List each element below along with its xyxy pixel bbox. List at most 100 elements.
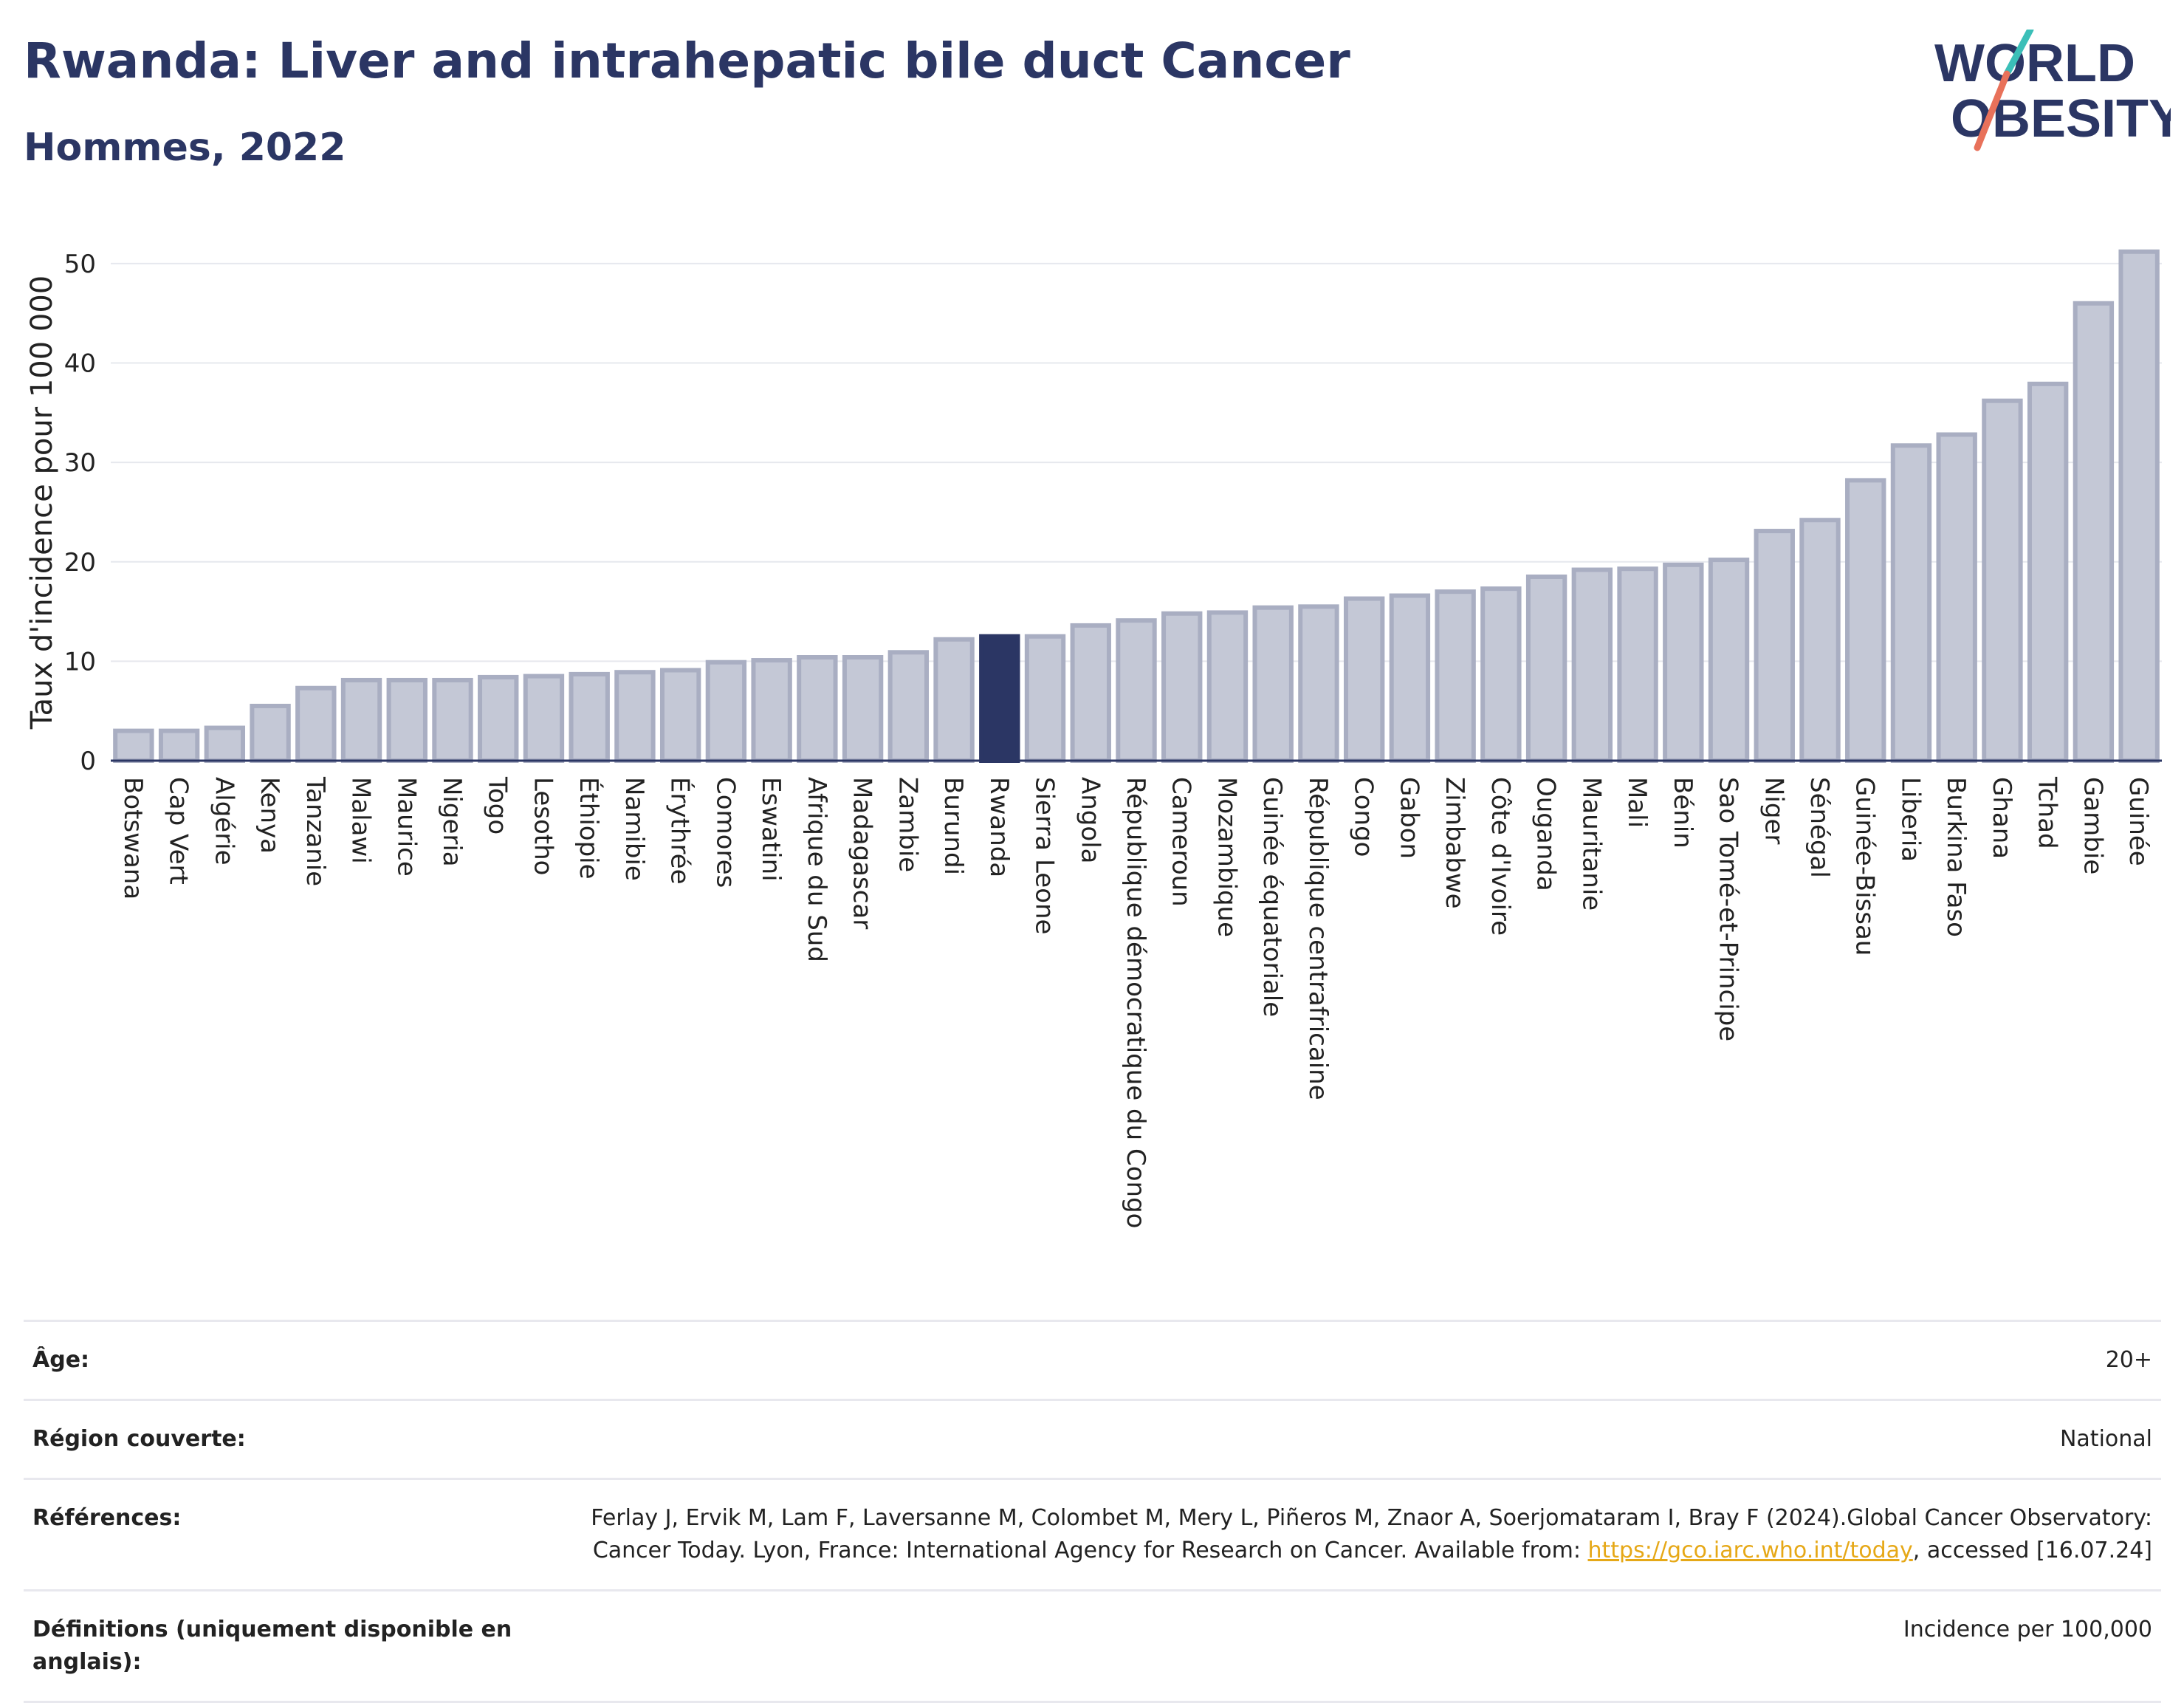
y-tick-label: 10 — [64, 647, 96, 676]
x-tick-label: Afrique du Sud — [802, 777, 831, 962]
chart-title: Rwanda: Liver and intrahepatic bile duct… — [24, 32, 1350, 89]
x-tick-label: Lesotho — [528, 777, 557, 875]
bar — [1206, 610, 1249, 764]
bar — [569, 671, 610, 764]
region-value: National — [2059, 1426, 2152, 1452]
bar — [340, 677, 382, 764]
x-tick-label: Niger — [1759, 777, 1788, 844]
x-tick-label: Cameroun — [1167, 777, 1196, 907]
x-tick-label: Mali — [1622, 777, 1652, 828]
bar — [478, 674, 519, 764]
x-tick-label: Zimbabwe — [1440, 777, 1469, 909]
definitions-label: Définitions (uniquement disponible en an… — [32, 1617, 512, 1675]
world-obesity-logo: WORLD OBESITY — [1934, 30, 2171, 151]
bar — [1845, 478, 1886, 763]
bar — [1708, 558, 1750, 763]
x-tick-label: Tanzanie — [301, 776, 330, 886]
x-tick-label: Ouganda — [1531, 777, 1561, 891]
logo-slash-teal — [2003, 30, 2034, 78]
x-tick-label: Madagascar — [848, 777, 877, 929]
x-tick-label: Guinée équatoriale — [1257, 777, 1287, 1017]
x-tick-label: Sao Tomé-et-Principe — [1714, 777, 1743, 1041]
logo-word-1: WORLD — [1934, 34, 2135, 93]
x-tick-label: Mauritanie — [1576, 777, 1606, 911]
references-accessed: , accessed [16.07.24] — [1912, 1538, 2152, 1563]
bar — [113, 728, 154, 763]
bar — [1936, 432, 1977, 763]
y-tick-label: 0 — [80, 747, 96, 776]
info-table: Âge: 20+ Région couverte: National Référ… — [24, 1320, 2161, 1703]
y-tick-label: 50 — [64, 250, 96, 279]
references-label: Références: — [32, 1505, 182, 1531]
x-tick-label: République démocratique du Congo — [1121, 777, 1150, 1228]
bar — [204, 725, 246, 763]
bar — [1890, 443, 1932, 763]
x-tick-label: Botswana — [118, 777, 148, 900]
bar — [523, 674, 565, 763]
bar — [2118, 249, 2160, 764]
references-text: Ferlay J, Ervik M, Lam F, Laversanne M, … — [591, 1505, 2152, 1563]
y-tick-label: 20 — [64, 548, 96, 578]
age-value: 20+ — [2105, 1347, 2152, 1373]
x-tick-label: Angola — [1075, 777, 1105, 863]
logo-slash-coral — [1974, 70, 2010, 151]
x-tick-label: Algérie — [209, 777, 238, 866]
references-link[interactable]: https://gco.iarc.who.int/today — [1587, 1538, 1913, 1563]
bar — [797, 655, 838, 763]
bar — [1571, 567, 1613, 763]
age-label: Âge: — [32, 1347, 90, 1373]
bar — [1480, 586, 1522, 763]
bar — [2073, 301, 2115, 763]
age-row: Âge: 20+ — [24, 1320, 2161, 1399]
x-tick-label: Maurice — [391, 777, 421, 877]
bar — [887, 650, 930, 763]
y-tick-label: 40 — [64, 349, 96, 379]
region-row: Région couverte: National — [24, 1399, 2161, 1478]
x-tick-label: Sénégal — [1804, 777, 1834, 878]
bar — [250, 703, 291, 764]
x-tick-label: Guinée — [2123, 777, 2153, 866]
x-tick-label: Liberia — [1895, 777, 1925, 862]
x-tick-label: Namibie — [619, 777, 649, 881]
references-value: Ferlay J, Ervik M, Lam F, Laversanne M, … — [565, 1502, 2152, 1567]
region-label: Région couverte: — [32, 1426, 246, 1452]
bar — [295, 685, 337, 764]
definitions-value: Incidence per 100,000 — [1903, 1617, 2152, 1642]
bar — [432, 677, 473, 764]
bar — [1070, 623, 1111, 764]
bar — [1617, 566, 1658, 763]
x-tick-label: Rwanda — [984, 777, 1014, 877]
x-tick-label: République centrafricaine — [1303, 777, 1333, 1100]
bar — [659, 668, 701, 763]
references-row: Références: Ferlay J, Ervik M, Lam F, La… — [24, 1478, 2161, 1589]
x-tick-label: Congo — [1349, 777, 1378, 857]
x-tick-label: Kenya — [255, 777, 284, 854]
x-tick-label: Gabon — [1394, 777, 1424, 859]
x-tick-label: Côte d'Ivoire — [1486, 777, 1515, 936]
x-tick-label: Gambie — [2078, 777, 2107, 874]
bar — [705, 659, 747, 763]
bar — [979, 634, 1020, 763]
bar — [158, 728, 200, 763]
bar — [2027, 381, 2069, 763]
bar — [1343, 596, 1385, 763]
bar — [1525, 574, 1567, 764]
bar — [933, 637, 975, 763]
chart-subtitle: Hommes, 2022 — [24, 126, 346, 170]
x-tick-label: Éthiopie — [574, 777, 604, 880]
y-axis-label: Taux d'incidence pour 100 000 — [25, 275, 59, 730]
x-tick-label: Togo — [483, 776, 512, 835]
bar — [1389, 593, 1431, 763]
bar — [842, 655, 884, 763]
x-tick-label: Malawi — [346, 777, 376, 864]
bar — [614, 670, 656, 764]
x-tick-label: Eswatini — [756, 777, 786, 882]
bar — [1161, 611, 1203, 763]
bar — [1754, 529, 1795, 763]
x-tick-label: Burundi — [938, 777, 968, 875]
x-tick-label: Cap Vert — [164, 777, 193, 885]
x-tick-label: Mozambique — [1212, 777, 1241, 937]
bar — [1663, 562, 1704, 763]
x-tick-label: Tchad — [2033, 776, 2062, 849]
